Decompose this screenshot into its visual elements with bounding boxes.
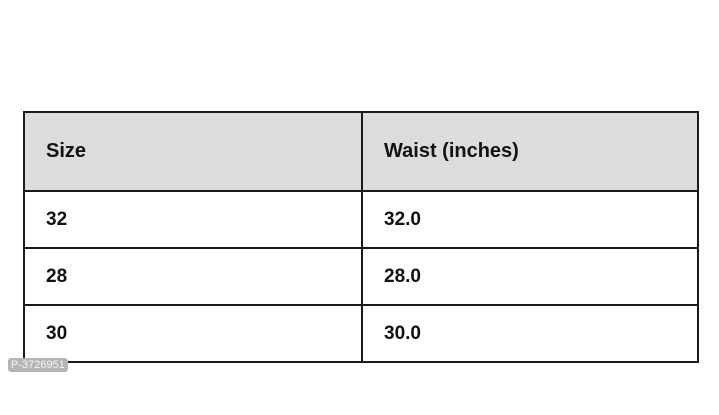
cell-waist: 32.0	[361, 190, 699, 249]
table-row: 28 28.0	[23, 247, 699, 306]
header-size: Size	[23, 111, 363, 192]
cell-size: 32	[23, 190, 363, 249]
cell-waist: 30.0	[361, 304, 699, 363]
cell-size: 30	[23, 304, 363, 363]
cell-size: 28	[23, 247, 363, 306]
cell-waist: 28.0	[361, 247, 699, 306]
header-row: Size Waist (inches)	[23, 111, 699, 192]
header-waist: Waist (inches)	[361, 111, 699, 192]
product-id-watermark: P-3726951	[8, 358, 68, 372]
table-row: 32 32.0	[23, 190, 699, 249]
table-row: 30 30.0	[23, 304, 699, 363]
size-chart-table: Size Waist (inches) 32 32.0 28 28.0 30 3…	[23, 111, 699, 363]
